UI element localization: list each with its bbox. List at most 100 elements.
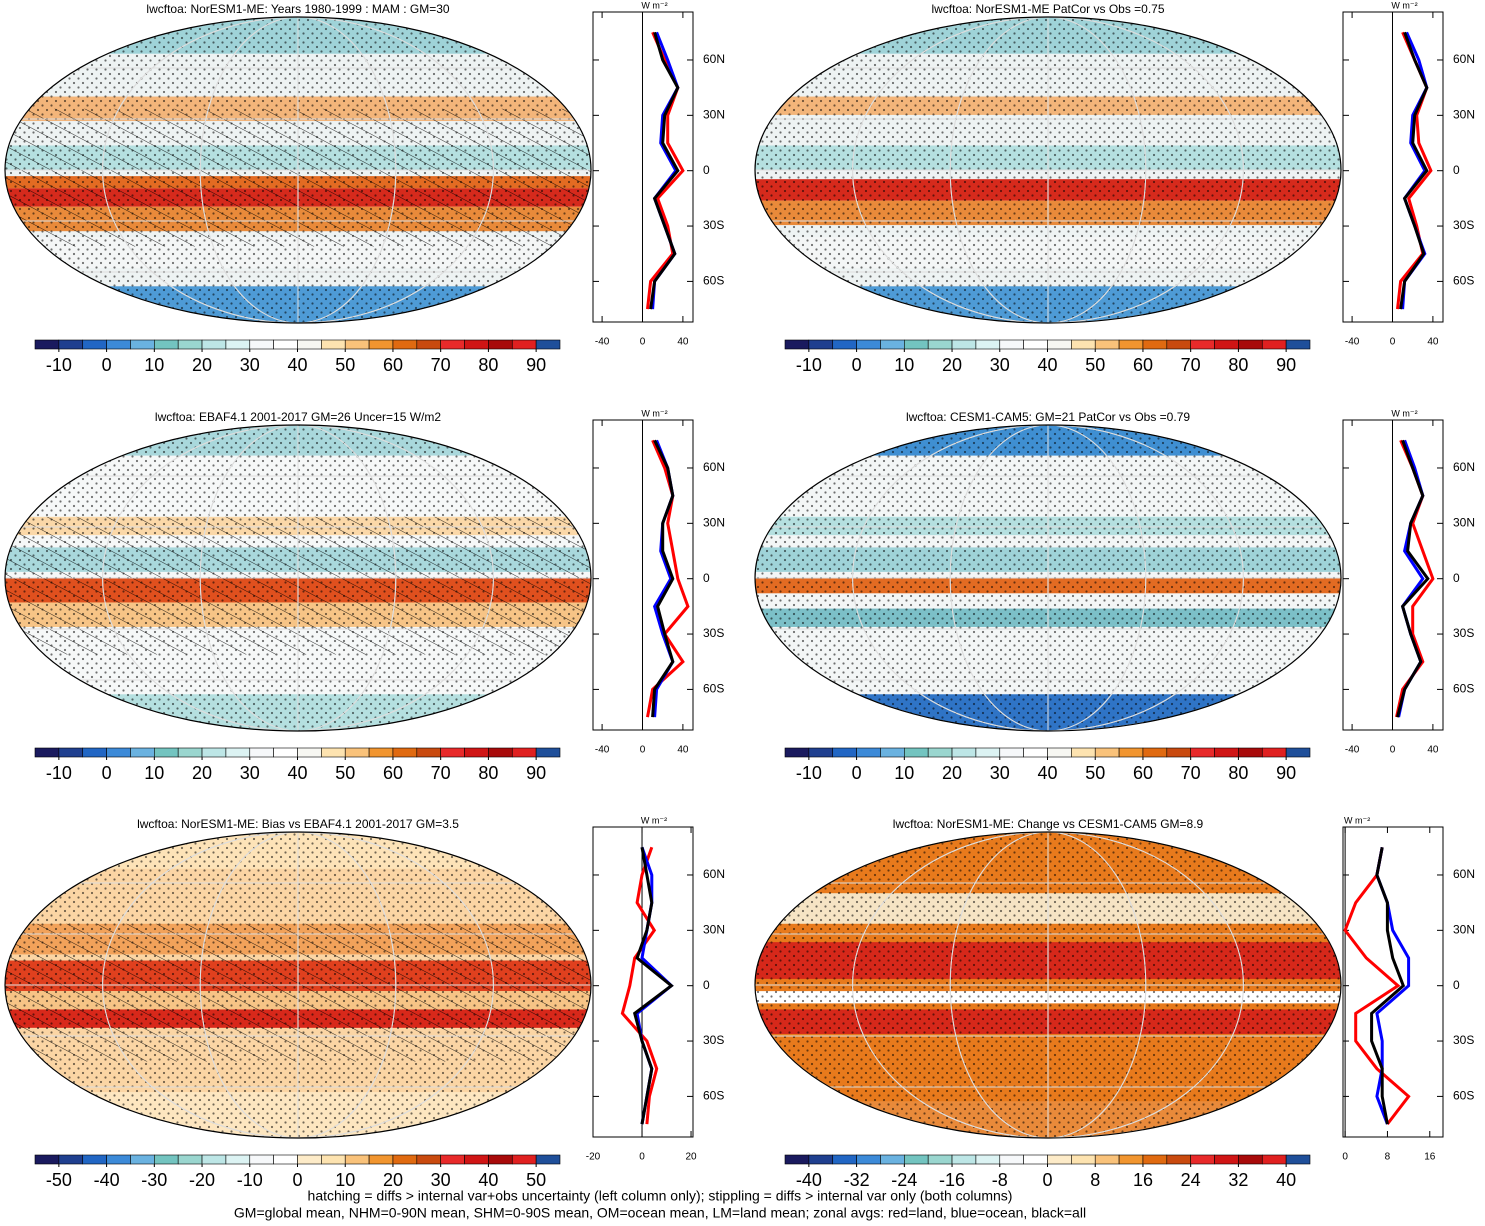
colorbar-label: 0	[102, 355, 112, 375]
colorbar-box	[536, 340, 560, 349]
colorbar-label: 50	[1085, 763, 1105, 783]
colorbar-box	[952, 748, 976, 757]
colorbar-box	[298, 748, 322, 757]
x-tick-label: 0	[639, 1152, 645, 1163]
colorbar-box	[417, 340, 441, 349]
colorbar-box	[321, 748, 345, 757]
colorbar-label: 0	[292, 1170, 302, 1190]
colorbar-box	[536, 1155, 560, 1164]
colorbar-box	[928, 340, 952, 349]
colorbar-box	[1071, 1155, 1095, 1164]
colorbar-label: -20	[189, 1170, 215, 1190]
colorbar-box	[488, 1155, 512, 1164]
colorbar-box	[154, 1155, 178, 1164]
colorbar-box	[1286, 340, 1310, 349]
colorbar-box	[465, 1155, 489, 1164]
colorbar-box	[298, 340, 322, 349]
colorbar-box	[178, 1155, 202, 1164]
map	[5, 832, 591, 1138]
panel-title: lwcftoa: EBAF4.1 2001-2017 GM=26 Uncer=1…	[155, 410, 441, 424]
y-tick-label: 60S	[1453, 1089, 1474, 1103]
colorbar-box	[880, 1155, 904, 1164]
colorbar-box	[1143, 340, 1167, 349]
colorbar-label: -24	[891, 1170, 917, 1190]
colorbar-box	[417, 748, 441, 757]
colorbar-box	[202, 748, 226, 757]
colorbar-box	[441, 748, 465, 757]
y-tick-label: 60S	[1453, 682, 1474, 696]
colorbar-label: 80	[1228, 355, 1248, 375]
y-tick-label: 60S	[703, 274, 724, 288]
x-tick-label: 40	[677, 337, 689, 348]
panel-title: lwcftoa: NorESM1-ME: Bias vs EBAF4.1 200…	[137, 817, 459, 831]
colorbar-box	[1024, 748, 1048, 757]
colorbar-box	[441, 1155, 465, 1164]
colorbar-box	[226, 1155, 250, 1164]
y-tick-label: 0	[703, 571, 710, 585]
colorbar-box	[417, 1155, 441, 1164]
colorbar-box	[274, 340, 298, 349]
zonal-frame	[1343, 420, 1443, 730]
panel-title: lwcftoa: NorESM1-ME: Change vs CESM1-CAM…	[893, 817, 1204, 831]
colorbar-box	[130, 748, 154, 757]
y-tick-label: 30N	[1453, 923, 1475, 937]
x-tick-label: -40	[1345, 745, 1360, 756]
colorbar-box	[226, 748, 250, 757]
colorbar-box	[321, 340, 345, 349]
colorbar-box	[1119, 1155, 1143, 1164]
y-tick-label: 30S	[1453, 1033, 1474, 1047]
colorbar-box	[833, 1155, 857, 1164]
colorbar-box	[785, 748, 809, 757]
y-tick-label: 30S	[1453, 218, 1474, 232]
colorbar-label: 80	[478, 763, 498, 783]
colorbar-label: -10	[46, 355, 72, 375]
colorbar-box	[35, 748, 59, 757]
colorbar-label: 40	[1037, 763, 1057, 783]
colorbar-label: 0	[1042, 1170, 1052, 1190]
colorbar-label: 40	[1276, 1170, 1296, 1190]
colorbar-label: 40	[287, 763, 307, 783]
colorbar-box	[1071, 748, 1095, 757]
colorbar-label: 60	[1133, 355, 1153, 375]
colorbar-box	[35, 340, 59, 349]
colorbar-label: 30	[990, 763, 1010, 783]
colorbar-label: 10	[144, 355, 164, 375]
colorbar-label: 20	[192, 355, 212, 375]
colorbar-label: 20	[192, 763, 212, 783]
map	[5, 425, 591, 731]
y-tick-label: 30S	[703, 218, 724, 232]
colorbar-box	[1143, 748, 1167, 757]
y-tick-label: 30N	[703, 923, 725, 937]
colorbar-box	[107, 340, 131, 349]
colorbar-label: 8	[1090, 1170, 1100, 1190]
colorbar-box	[250, 340, 274, 349]
colorbar-box	[833, 748, 857, 757]
colorbar-box	[178, 748, 202, 757]
colorbar-box	[369, 1155, 393, 1164]
colorbar-box	[345, 748, 369, 757]
colorbar-label: 10	[894, 355, 914, 375]
colorbar-box	[952, 1155, 976, 1164]
colorbar-box	[785, 340, 809, 349]
colorbar-label: 0	[852, 763, 862, 783]
colorbar-label: 20	[942, 763, 962, 783]
colorbar-box	[154, 340, 178, 349]
colorbar-box	[202, 1155, 226, 1164]
x-tick-label: 40	[1427, 745, 1439, 756]
colorbar-label: -10	[46, 763, 72, 783]
colorbar-box	[1000, 748, 1024, 757]
panel-title: lwcftoa: NorESM1-ME PatCor vs Obs =0.75	[931, 2, 1164, 16]
x-tick-label: -20	[586, 1152, 601, 1163]
colorbar-box	[809, 1155, 833, 1164]
colorbar-box	[536, 748, 560, 757]
panel: lwcftoa: CESM1-CAM5: GM=21 PatCor vs Obs…	[755, 408, 1475, 782]
y-tick-label: 60N	[703, 52, 725, 66]
colorbar-label: 70	[431, 355, 451, 375]
colorbar-box	[274, 1155, 298, 1164]
colorbar-label: 20	[942, 355, 962, 375]
x-axis-label: W m⁻²	[641, 0, 667, 10]
colorbar-label: 50	[335, 355, 355, 375]
colorbar-box	[1215, 1155, 1239, 1164]
colorbar-label: 30	[240, 763, 260, 783]
colorbar-label: 30	[990, 355, 1010, 375]
